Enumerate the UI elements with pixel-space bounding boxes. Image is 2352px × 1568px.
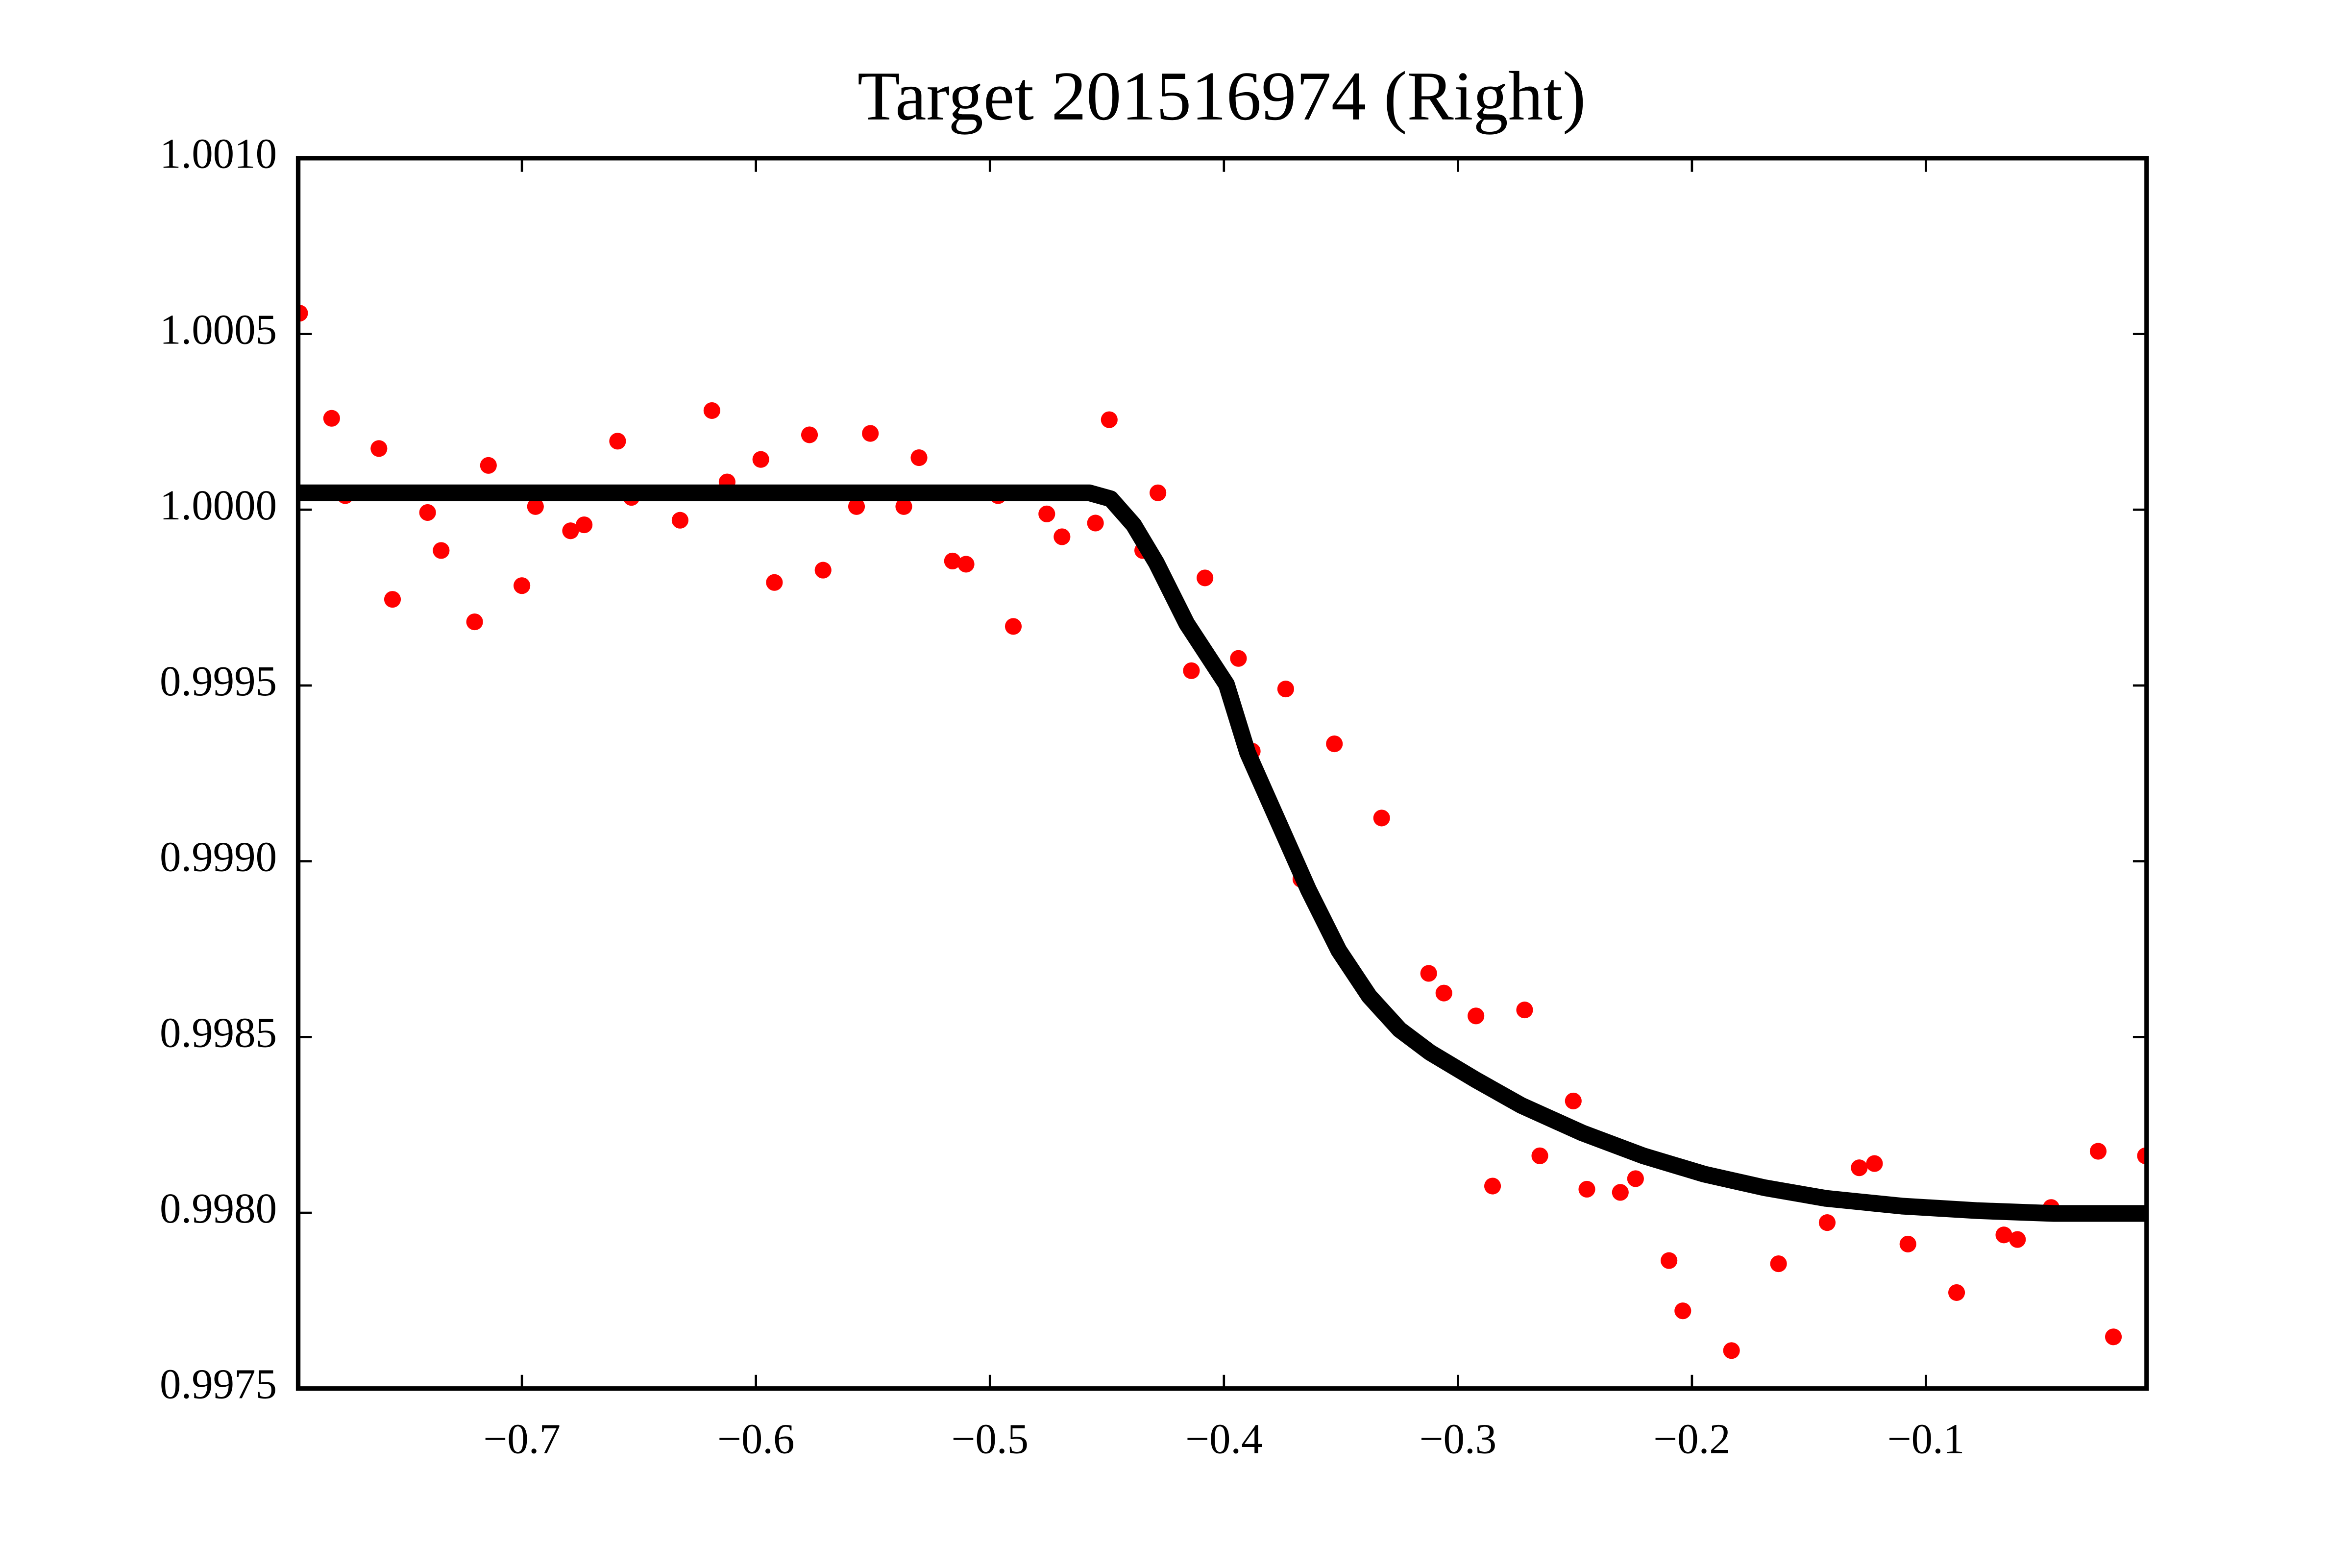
x-tick-label: −0.3 [1420,1415,1497,1462]
data-point [1565,1092,1582,1109]
axes-frame [295,156,2149,1391]
plot-area [298,305,2147,1359]
data-point [752,451,769,468]
data-point [1197,569,1214,587]
data-point [1948,1284,1965,1301]
data-point [862,425,879,442]
y-tick-label: 1.0005 [160,306,277,353]
data-point [1230,650,1247,667]
model-line [298,484,2147,1222]
data-point [895,498,912,515]
y-tick-label: 1.0000 [160,482,277,529]
data-point [2089,1143,2107,1160]
data-point [323,410,340,427]
x-tick-label: −0.6 [717,1415,795,1462]
data-point [1420,965,1437,982]
y-tick-label: 0.9985 [160,1009,277,1056]
data-point [2009,1231,2026,1248]
data-point [1770,1255,1787,1273]
data-point [466,613,483,631]
data-point [1054,528,1071,545]
y-tick-label: 0.9975 [160,1361,277,1408]
x-tick-label: −0.4 [1185,1415,1263,1462]
data-point [2137,1147,2147,1164]
data-point [957,556,975,573]
data-point [1578,1180,1595,1198]
data-point [1818,1214,1836,1231]
data-point [298,305,308,322]
data-point [562,522,579,539]
data-point [1150,484,1167,501]
data-point [1995,1226,2012,1244]
data-point [433,542,450,559]
data-point [1373,809,1390,827]
data-point [703,402,720,419]
data-point [944,552,961,570]
data-point [1612,1184,1629,1201]
x-tick-label: −0.1 [1887,1415,1965,1462]
y-tick-label: 0.9990 [160,833,277,881]
data-point [1101,411,1118,428]
y-tick-label: 0.9980 [160,1185,277,1232]
data-point [1674,1302,1691,1320]
data-point [801,426,818,443]
data-point [1484,1177,1501,1195]
y-tick-label: 1.0010 [160,130,277,177]
data-point [609,433,626,450]
data-point [814,562,832,579]
data-point [1468,1007,1485,1025]
data-point [1899,1235,1916,1252]
data-point [1661,1252,1678,1269]
x-tick-label: −0.7 [483,1415,561,1462]
data-point [1851,1159,1868,1176]
x-tick-label: −0.5 [951,1415,1029,1462]
data-point [1531,1147,1548,1164]
data-point [910,449,928,466]
data-point [1087,514,1104,532]
data-point [1627,1170,1644,1187]
x-tick-label: −0.2 [1653,1415,1731,1462]
data-point [1004,618,1022,635]
data-point [1277,681,1294,698]
data-point [384,591,401,608]
chart-title: Target 201516974 (Right) [858,57,1586,135]
data-point [766,574,783,591]
data-point [1435,984,1452,1002]
data-point [2105,1328,2122,1346]
data-point [1516,1002,1533,1019]
y-tick-label: 0.9995 [160,658,277,705]
data-point [370,440,388,457]
data-point [419,504,436,521]
data-point [480,457,497,474]
data-point [576,516,593,534]
data-point [1038,505,1055,522]
data-point [848,498,865,515]
data-point [1866,1155,1883,1172]
data-point [1183,662,1200,679]
data-point [514,577,531,594]
data-point [1723,1342,1740,1359]
data-point [1326,735,1343,753]
data-point [527,498,544,515]
data-point [671,512,689,529]
